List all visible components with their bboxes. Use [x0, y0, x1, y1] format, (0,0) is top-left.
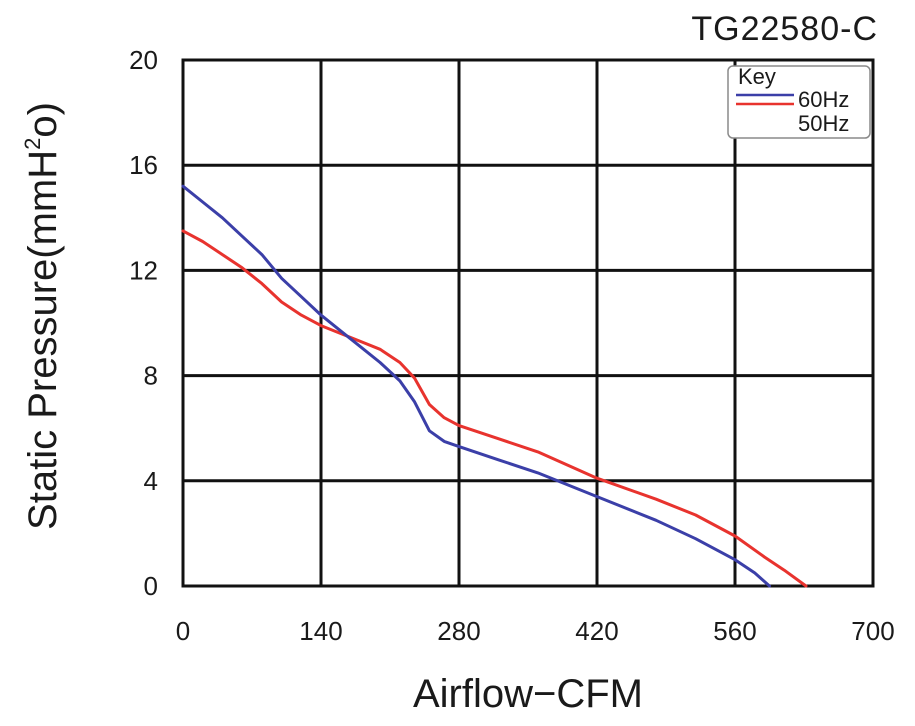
x-tick-label: 560: [713, 616, 756, 646]
x-tick-label: 0: [176, 616, 190, 646]
y-axis-label-main: Static Pressure(mmH: [21, 150, 65, 530]
grid-layer: [181, 58, 875, 588]
legend-label-60hz: 60Hz: [798, 87, 849, 112]
x-tick-labels: 0 140 280 420 560 700: [176, 616, 895, 646]
plot-frame: [181, 58, 875, 588]
y-tick-label: 12: [129, 255, 158, 285]
series-line-50hz: [181, 229, 808, 588]
y-axis-label-superscript: 2: [20, 138, 45, 150]
y-tick-label: 16: [129, 150, 158, 180]
y-axis-label-tail: o): [21, 102, 65, 138]
y-tick-label: 20: [129, 45, 158, 75]
series-layer: [181, 184, 808, 588]
y-axis-label: Static Pressure(mmH2o): [20, 102, 65, 530]
x-axis-label: Airflow−CFM: [413, 672, 643, 716]
y-tick-labels: 0 4 8 12 16 20: [129, 45, 158, 601]
x-tick-label: 280: [437, 616, 480, 646]
legend: Key 60Hz 50Hz: [727, 64, 871, 139]
y-tick-label: 8: [144, 361, 158, 391]
chart-title: TG22580-C: [691, 10, 878, 48]
legend-box: [727, 65, 871, 139]
y-tick-label: 0: [144, 571, 158, 601]
y-tick-label: 4: [144, 466, 158, 496]
x-tick-label: 700: [851, 616, 894, 646]
x-tick-label: 140: [299, 616, 342, 646]
x-tick-label: 420: [575, 616, 618, 646]
legend-label-50hz: 50Hz: [798, 111, 849, 136]
legend-title: Key: [738, 64, 776, 89]
series-line-60hz: [181, 184, 771, 588]
